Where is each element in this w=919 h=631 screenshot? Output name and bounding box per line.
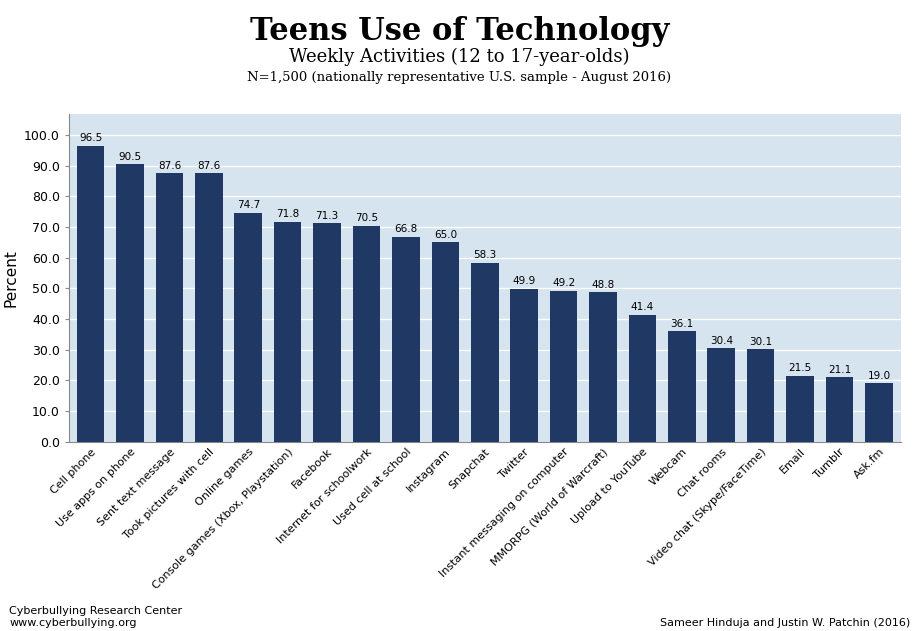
Bar — [708, 348, 735, 442]
Bar — [353, 225, 380, 442]
Bar — [668, 331, 696, 442]
Text: 65.0: 65.0 — [434, 230, 457, 240]
Bar — [826, 377, 854, 442]
Bar — [432, 242, 460, 442]
Text: 87.6: 87.6 — [198, 161, 221, 170]
Text: Cyberbullying Research Center
www.cyberbullying.org: Cyberbullying Research Center www.cyberb… — [9, 606, 182, 628]
Text: 71.3: 71.3 — [315, 211, 339, 221]
Bar — [471, 263, 499, 442]
Bar — [234, 213, 262, 442]
Text: 36.1: 36.1 — [670, 319, 694, 329]
Bar — [589, 292, 617, 442]
Bar — [787, 376, 814, 442]
Text: 71.8: 71.8 — [276, 209, 300, 219]
Text: 74.7: 74.7 — [237, 200, 260, 210]
Text: Sameer Hinduja and Justin W. Patchin (2016): Sameer Hinduja and Justin W. Patchin (20… — [660, 618, 910, 628]
Text: 96.5: 96.5 — [79, 133, 102, 143]
Text: 58.3: 58.3 — [473, 251, 496, 261]
Text: N=1,500 (nationally representative U.S. sample - August 2016): N=1,500 (nationally representative U.S. … — [247, 71, 672, 84]
Text: Weekly Activities (12 to 17-year-olds): Weekly Activities (12 to 17-year-olds) — [289, 47, 630, 66]
Text: 49.2: 49.2 — [552, 278, 575, 288]
Bar — [155, 173, 183, 442]
Text: 19.0: 19.0 — [868, 371, 891, 381]
Bar — [550, 291, 577, 442]
Bar — [510, 288, 538, 442]
Bar — [747, 350, 775, 442]
Text: 70.5: 70.5 — [355, 213, 378, 223]
Bar — [116, 164, 143, 442]
Text: 90.5: 90.5 — [119, 151, 142, 162]
Text: 66.8: 66.8 — [394, 225, 417, 234]
Text: Teens Use of Technology: Teens Use of Technology — [250, 16, 669, 47]
Text: 21.1: 21.1 — [828, 365, 851, 375]
Text: 49.9: 49.9 — [513, 276, 536, 286]
Text: 48.8: 48.8 — [592, 280, 615, 290]
Bar — [629, 315, 656, 442]
Bar — [274, 221, 301, 442]
Text: 30.1: 30.1 — [749, 337, 772, 347]
Text: 21.5: 21.5 — [789, 363, 811, 374]
Y-axis label: Percent: Percent — [4, 249, 18, 307]
Text: 41.4: 41.4 — [630, 302, 654, 312]
Bar — [865, 384, 892, 442]
Bar — [313, 223, 341, 442]
Bar — [392, 237, 420, 442]
Bar — [77, 146, 105, 442]
Text: 30.4: 30.4 — [709, 336, 732, 346]
Bar — [195, 173, 222, 442]
Text: 87.6: 87.6 — [158, 161, 181, 170]
